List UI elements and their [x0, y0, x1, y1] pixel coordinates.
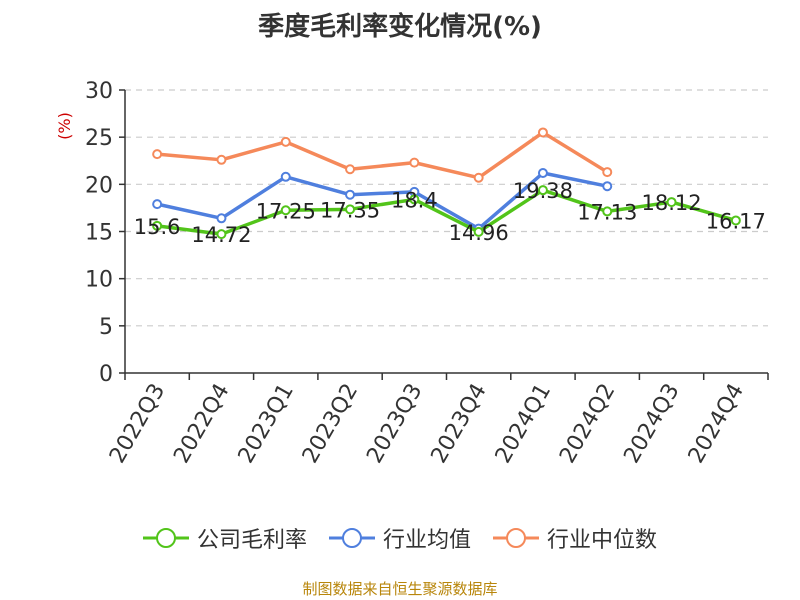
data-point [409, 157, 420, 168]
chart-title: 季度毛利率变化情况(%) [258, 12, 542, 42]
data-point [537, 185, 548, 196]
grid-lines [125, 89, 768, 327]
data-point [602, 167, 613, 178]
y-tick-label: 25 [85, 126, 113, 151]
x-tick-label: 2023Q4 [427, 380, 492, 468]
data-label: 17.25 [256, 199, 316, 223]
x-tick-label: 2024Q4 [684, 380, 749, 468]
data-point [216, 229, 227, 240]
data-label: 18.4 [391, 188, 438, 212]
data-label: 14.72 [191, 223, 251, 247]
legend-item[interactable]: 公司毛利率 [142, 522, 307, 554]
y-tick-label: 0 [99, 362, 113, 387]
data-point [152, 149, 163, 160]
legend-label: 行业均值 [382, 528, 471, 553]
x-tick-label: 2024Q2 [555, 380, 620, 468]
x-tick-label: 2022Q4 [169, 380, 234, 468]
data-point [602, 181, 613, 192]
legend-item[interactable]: 行业均值 [328, 522, 471, 554]
data-point [537, 127, 548, 138]
legend: 公司毛利率 行业均值 行业中位数 [0, 522, 800, 554]
data-point [409, 194, 420, 205]
legend-label: 行业中位数 [547, 528, 658, 553]
y-tick-label: 30 [85, 79, 113, 104]
data-point [216, 213, 227, 224]
data-point [666, 197, 677, 208]
y-tick-label: 20 [85, 173, 113, 198]
data-label: 16.17 [706, 209, 766, 233]
data-point [280, 171, 291, 182]
data-label: 19.38 [513, 179, 573, 203]
data-point [152, 199, 163, 210]
data-label: 18.12 [641, 191, 701, 215]
legend-swatch-icon [493, 528, 539, 548]
data-label: 17.13 [577, 200, 637, 224]
x-tick-label: 2023Q2 [298, 380, 363, 468]
x-tick-label: 2023Q3 [362, 380, 427, 468]
legend-swatch-icon [328, 528, 375, 548]
source-note: 制图数据来自恒生聚源数据库 [302, 580, 498, 598]
data-label: 15.6 [134, 215, 181, 239]
x-tick-label: 2024Q3 [619, 380, 684, 468]
y-axis-label: (%) [55, 112, 74, 140]
data-point [602, 206, 613, 217]
y-tick-label: 15 [85, 221, 113, 246]
data-label: 17.35 [320, 198, 380, 222]
series-line [156, 130, 609, 180]
data-point [473, 226, 484, 237]
data-point [345, 164, 356, 175]
y-tick-label: 5 [99, 315, 113, 340]
data-point [473, 172, 484, 183]
series-lines [152, 127, 741, 240]
x-tick-label: 2024Q1 [491, 380, 556, 468]
data-point [345, 189, 356, 200]
data-point [280, 136, 291, 147]
data-label: 14.96 [449, 221, 509, 245]
data-point [216, 154, 227, 165]
data-point [345, 204, 356, 215]
legend-swatch-icon [142, 528, 189, 548]
data-point [730, 215, 741, 226]
legend-item[interactable]: 行业中位数 [493, 522, 657, 554]
data-point [152, 220, 163, 231]
series-line [156, 188, 737, 236]
x-tick-label: 2022Q3 [105, 380, 170, 468]
series-line [156, 171, 608, 231]
data-point [537, 168, 548, 179]
legend-label: 公司毛利率 [196, 528, 307, 553]
x-tick-label: 2023Q1 [234, 380, 299, 468]
y-tick-label: 10 [85, 268, 113, 293]
data-point [280, 205, 291, 216]
